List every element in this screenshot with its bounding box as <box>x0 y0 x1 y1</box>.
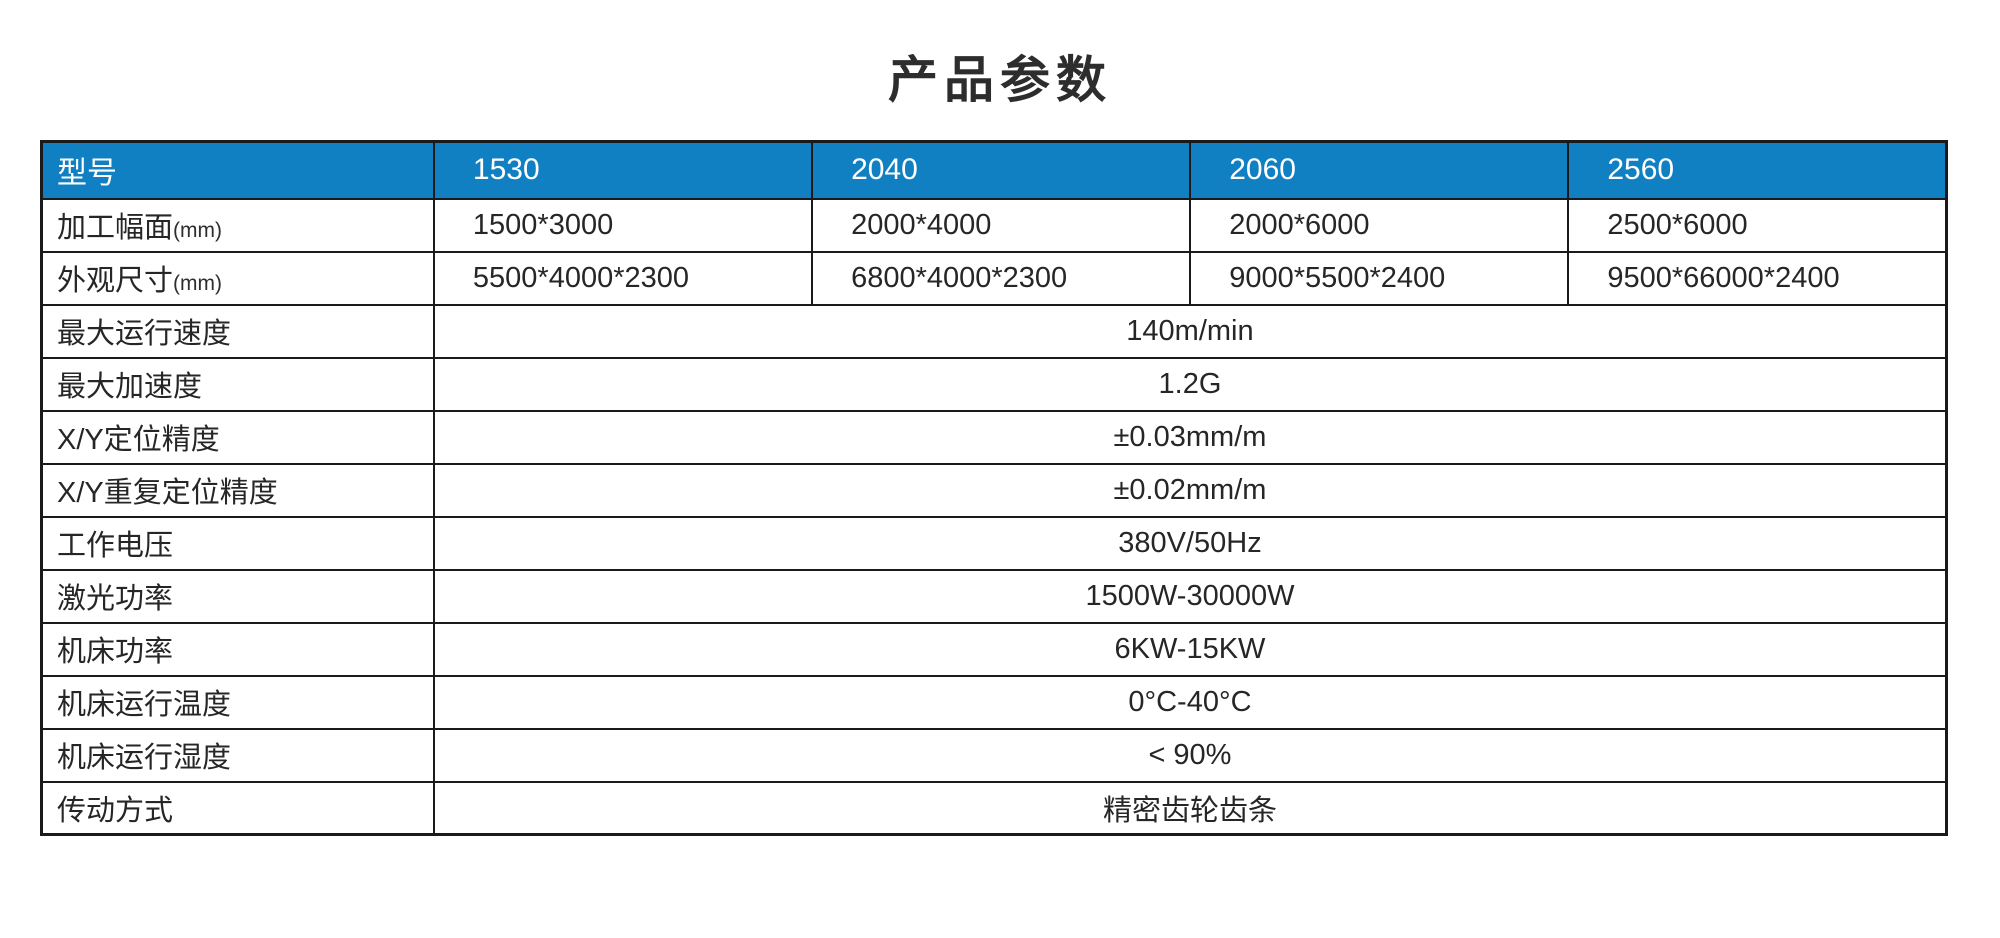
row-label: 机床运行湿度 <box>40 727 435 783</box>
row-span-value: ±0.03mm/m <box>432 409 1948 465</box>
row-label: 机床功率 <box>40 621 435 677</box>
header-model-1530: 1530 <box>432 140 814 200</box>
spec-table-head: 型号 1530 2040 2060 2560 <box>40 140 1948 200</box>
row-label: 激光功率 <box>40 568 435 624</box>
row-label: X/Y重复定位精度 <box>40 462 435 518</box>
row-label: 最大加速度 <box>40 356 435 412</box>
row-label-text: 最大加速度 <box>57 371 203 403</box>
table-row: X/Y定位精度 ±0.03mm/m <box>40 409 1948 465</box>
row-label-unit: (mm) <box>173 219 222 242</box>
table-row: 加工幅面(mm) 1500*3000 2000*4000 2000*6000 2500*… <box>40 197 1948 253</box>
table-row: 机床运行温度 0°C-40°C <box>40 674 1948 730</box>
table-row: 最大运行速度 140m/min <box>40 303 1948 359</box>
product-parameters-table-container: 型号 1530 2040 2060 2560 加工幅面(mm) 1500*3000 2000… <box>40 140 1948 836</box>
row-label-text: X/Y重复定位精度 <box>57 477 278 509</box>
row-value: 9500*66000*2400 <box>1567 250 1948 306</box>
row-span-value: 1500W-30000W <box>432 568 1948 624</box>
row-label-text: 最大运行速度 <box>57 318 232 350</box>
row-label-text: 激光功率 <box>57 583 174 615</box>
table-row: X/Y重复定位精度 ±0.02mm/m <box>40 462 1948 518</box>
row-span-value: 0°C-40°C <box>432 674 1948 730</box>
row-label-text: 机床运行温度 <box>57 689 232 721</box>
table-row: 传动方式 精密齿轮齿条 <box>40 780 1948 836</box>
row-span-value: 6KW-15KW <box>432 621 1948 677</box>
row-span-value: 精密齿轮齿条 <box>432 780 1948 836</box>
header-row: 型号 1530 2040 2060 2560 <box>40 140 1948 200</box>
spec-table-body: 加工幅面(mm) 1500*3000 2000*4000 2000*6000 2500*… <box>40 197 1948 836</box>
row-label-text: X/Y定位精度 <box>57 424 220 456</box>
row-label-text: 传动方式 <box>57 794 174 827</box>
row-value: 1500*3000 <box>432 197 814 253</box>
row-label: 加工幅面(mm) <box>40 197 435 253</box>
row-label: 工作电压 <box>40 515 435 571</box>
page-title: 产品参数 <box>888 52 1112 108</box>
row-label-text: 加工幅面 <box>57 212 174 244</box>
row-label-text: 外观尺寸 <box>57 265 174 297</box>
row-value: 2000*4000 <box>811 197 1192 253</box>
row-label-text: 工作电压 <box>57 530 174 562</box>
row-span-value: 140m/min <box>432 303 1948 359</box>
header-model-2040: 2040 <box>811 140 1192 200</box>
header-model-2560: 2560 <box>1567 140 1948 200</box>
row-label: 传动方式 <box>40 780 435 836</box>
row-span-value: 380V/50Hz <box>432 515 1948 571</box>
table-row: 最大加速度 1.2G <box>40 356 1948 412</box>
row-value: 2500*6000 <box>1567 197 1948 253</box>
row-value: 6800*4000*2300 <box>811 250 1192 306</box>
row-label-unit: (mm) <box>173 272 222 295</box>
table-row: 工作电压 380V/50Hz <box>40 515 1948 571</box>
row-label-text: 机床运行湿度 <box>57 742 232 774</box>
row-label: 外观尺寸(mm) <box>40 250 435 306</box>
spec-table: 型号 1530 2040 2060 2560 加工幅面(mm) 1500*3000 2000… <box>40 140 1948 836</box>
row-value: 9000*5500*2400 <box>1189 250 1570 306</box>
row-span-value: ±0.02mm/m <box>432 462 1948 518</box>
row-label: X/Y定位精度 <box>40 409 435 465</box>
row-value: 2000*6000 <box>1189 197 1570 253</box>
header-model-label: 型号 <box>40 140 435 200</box>
table-row: 机床运行湿度 < 90% <box>40 727 1948 783</box>
table-row: 外观尺寸(mm) 5500*4000*2300 6800*4000*2300 9000… <box>40 250 1948 306</box>
row-span-value: 1.2G <box>432 356 1948 412</box>
row-label: 机床运行温度 <box>40 674 435 730</box>
row-label-text: 机床功率 <box>57 636 174 668</box>
table-row: 机床功率 6KW-15KW <box>40 621 1948 677</box>
header-model-2060: 2060 <box>1189 140 1570 200</box>
row-label: 最大运行速度 <box>40 303 435 359</box>
row-span-value: < 90% <box>432 727 1948 783</box>
table-row: 激光功率 1500W-30000W <box>40 568 1948 624</box>
row-value: 5500*4000*2300 <box>432 250 814 306</box>
